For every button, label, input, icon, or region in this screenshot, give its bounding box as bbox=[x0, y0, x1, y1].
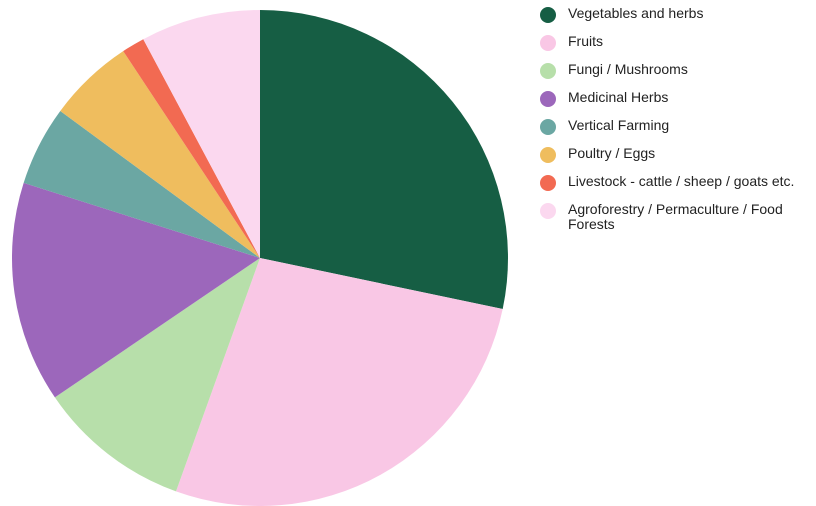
legend-item: Livestock - cattle / sheep / goats etc. bbox=[540, 174, 816, 191]
legend-swatch bbox=[540, 7, 556, 23]
legend: Vegetables and herbs Fruits Fungi / Mushro… bbox=[540, 6, 816, 243]
legend-label: Medicinal Herbs bbox=[568, 89, 669, 105]
pie-plot-area bbox=[11, 10, 509, 506]
legend-item: Vegetables and herbs bbox=[540, 6, 816, 23]
legend-label: Vertical Farming bbox=[568, 117, 670, 133]
pie-slice-1 bbox=[260, 10, 509, 310]
legend-swatch bbox=[540, 119, 556, 135]
legend-item: Fungi / Mushrooms bbox=[540, 62, 816, 79]
legend-swatch bbox=[540, 63, 556, 79]
pie-slice-4 bbox=[11, 182, 261, 398]
legend-label: Livestock - cattle / sheep / goats etc. bbox=[568, 173, 795, 189]
legend-swatch bbox=[540, 175, 556, 191]
pie-slice-7 bbox=[123, 39, 260, 258]
legend-label: Fruits bbox=[568, 33, 603, 49]
pie-slice-3 bbox=[54, 258, 260, 492]
pie-slice-5 bbox=[23, 110, 260, 258]
legend-label: Poultry / Eggs bbox=[568, 145, 656, 161]
legend-item: Agroforestry / Permaculture / Food Fores… bbox=[540, 202, 816, 232]
pie-slice-6 bbox=[60, 51, 260, 259]
legend-label: Fungi / Mushrooms bbox=[568, 61, 688, 77]
legend-item: Poultry / Eggs bbox=[540, 146, 816, 163]
pie-slice-2 bbox=[175, 258, 503, 506]
legend-swatch bbox=[540, 147, 556, 163]
pie-slice-8 bbox=[143, 10, 260, 258]
legend-item: Fruits bbox=[540, 34, 816, 51]
legend-item: Medicinal Herbs bbox=[540, 90, 816, 107]
legend-label: Vegetables and herbs bbox=[568, 5, 704, 21]
legend-label: Agroforestry / Permaculture / Food Fores… bbox=[568, 201, 783, 232]
legend-swatch bbox=[540, 35, 556, 51]
legend-swatch bbox=[540, 203, 556, 219]
legend-item: Vertical Farming bbox=[540, 118, 816, 135]
legend-swatch bbox=[540, 91, 556, 107]
